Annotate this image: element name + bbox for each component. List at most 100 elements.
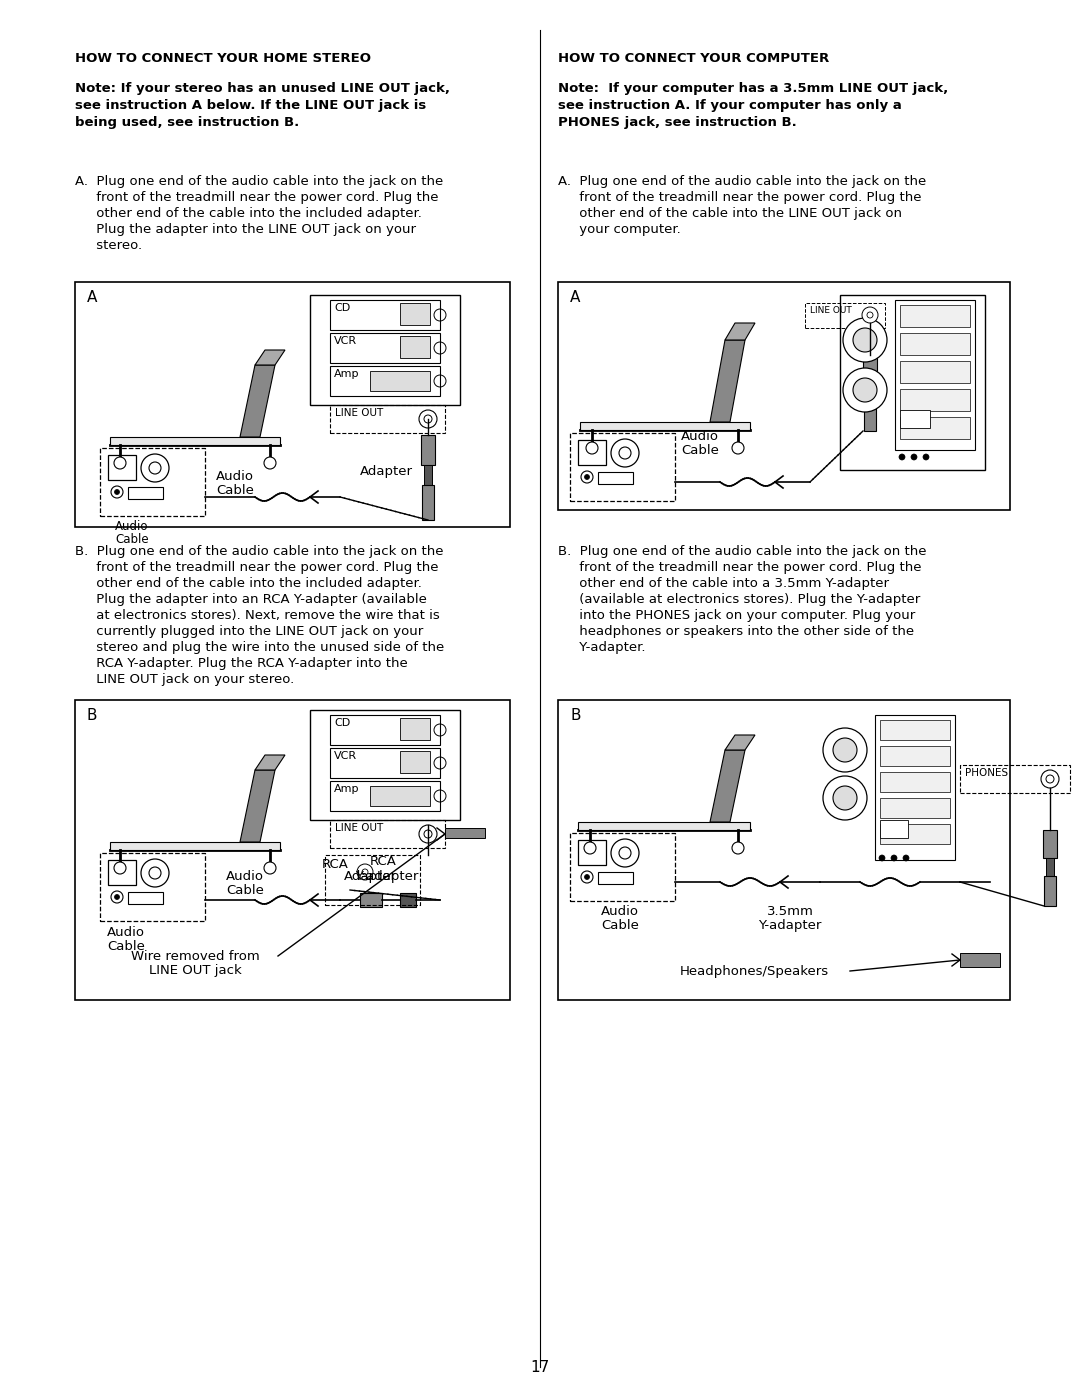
Text: other end of the cable into a 3.5mm Y-adapter: other end of the cable into a 3.5mm Y-ad… bbox=[558, 577, 889, 590]
Ellipse shape bbox=[843, 319, 887, 362]
Text: Note:  If your computer has a 3.5mm LINE OUT jack,
see instruction A. If your co: Note: If your computer has a 3.5mm LINE … bbox=[558, 82, 948, 129]
Ellipse shape bbox=[419, 409, 437, 427]
Ellipse shape bbox=[419, 826, 437, 842]
Text: PHONES: PHONES bbox=[966, 768, 1008, 778]
FancyBboxPatch shape bbox=[421, 434, 435, 465]
Text: Headphones/Speakers: Headphones/Speakers bbox=[680, 965, 829, 978]
Ellipse shape bbox=[111, 486, 123, 497]
Text: other end of the cable into the LINE OUT jack on: other end of the cable into the LINE OUT… bbox=[558, 207, 902, 219]
Text: LINE OUT: LINE OUT bbox=[810, 306, 852, 314]
Ellipse shape bbox=[611, 439, 639, 467]
Text: into the PHONES jack on your computer. Plug your: into the PHONES jack on your computer. P… bbox=[558, 609, 915, 622]
FancyBboxPatch shape bbox=[400, 718, 430, 740]
Text: Audio: Audio bbox=[114, 520, 149, 534]
FancyBboxPatch shape bbox=[866, 383, 874, 401]
FancyBboxPatch shape bbox=[310, 710, 460, 820]
Text: Adapter: Adapter bbox=[343, 870, 396, 883]
Text: Plug the adapter into the LINE OUT jack on your: Plug the adapter into the LINE OUT jack … bbox=[75, 224, 416, 236]
Text: Cable: Cable bbox=[107, 940, 145, 953]
Ellipse shape bbox=[611, 840, 639, 868]
Text: other end of the cable into the included adapter.: other end of the cable into the included… bbox=[75, 207, 422, 219]
Ellipse shape bbox=[833, 787, 858, 810]
Text: Amp: Amp bbox=[334, 369, 360, 379]
Text: Cable: Cable bbox=[602, 919, 639, 932]
Ellipse shape bbox=[853, 328, 877, 352]
Ellipse shape bbox=[141, 859, 168, 887]
Text: 17: 17 bbox=[530, 1361, 550, 1375]
Ellipse shape bbox=[853, 379, 877, 402]
FancyBboxPatch shape bbox=[330, 300, 440, 330]
FancyBboxPatch shape bbox=[598, 472, 633, 483]
Text: Wire removed from: Wire removed from bbox=[131, 950, 259, 963]
FancyBboxPatch shape bbox=[1044, 876, 1056, 907]
Ellipse shape bbox=[581, 870, 593, 883]
Ellipse shape bbox=[424, 830, 432, 838]
FancyBboxPatch shape bbox=[129, 488, 163, 499]
Ellipse shape bbox=[141, 454, 168, 482]
Polygon shape bbox=[710, 750, 745, 821]
Polygon shape bbox=[725, 735, 755, 750]
FancyBboxPatch shape bbox=[370, 787, 430, 806]
Text: CD: CD bbox=[334, 718, 350, 728]
FancyBboxPatch shape bbox=[900, 388, 970, 411]
Text: VCR: VCR bbox=[334, 337, 357, 346]
FancyBboxPatch shape bbox=[400, 303, 430, 326]
Text: VCR: VCR bbox=[334, 752, 357, 761]
FancyBboxPatch shape bbox=[900, 360, 970, 383]
Ellipse shape bbox=[584, 475, 590, 479]
Ellipse shape bbox=[903, 855, 909, 861]
Text: stereo and plug the wire into the unused side of the: stereo and plug the wire into the unused… bbox=[75, 641, 444, 654]
FancyBboxPatch shape bbox=[400, 752, 430, 773]
Ellipse shape bbox=[899, 454, 905, 460]
FancyBboxPatch shape bbox=[360, 893, 382, 907]
Text: A: A bbox=[570, 291, 580, 305]
Polygon shape bbox=[255, 754, 285, 770]
FancyBboxPatch shape bbox=[880, 820, 908, 838]
FancyBboxPatch shape bbox=[900, 305, 970, 327]
FancyBboxPatch shape bbox=[863, 355, 877, 383]
Text: headphones or speakers into the other side of the: headphones or speakers into the other si… bbox=[558, 624, 914, 638]
Ellipse shape bbox=[732, 842, 744, 854]
Text: CD: CD bbox=[334, 303, 350, 313]
FancyBboxPatch shape bbox=[558, 282, 1010, 510]
Ellipse shape bbox=[114, 489, 120, 495]
Text: other end of the cable into the included adapter.: other end of the cable into the included… bbox=[75, 577, 422, 590]
Ellipse shape bbox=[264, 862, 276, 875]
FancyBboxPatch shape bbox=[900, 409, 930, 427]
FancyBboxPatch shape bbox=[840, 295, 985, 469]
Ellipse shape bbox=[912, 454, 917, 460]
Text: B: B bbox=[570, 708, 581, 724]
Ellipse shape bbox=[149, 462, 161, 474]
FancyBboxPatch shape bbox=[578, 840, 606, 865]
Text: LINE OUT: LINE OUT bbox=[335, 823, 383, 833]
Text: RCA: RCA bbox=[370, 855, 396, 868]
Ellipse shape bbox=[584, 875, 590, 880]
Text: front of the treadmill near the power cord. Plug the: front of the treadmill near the power co… bbox=[75, 562, 438, 574]
FancyBboxPatch shape bbox=[900, 416, 970, 439]
FancyBboxPatch shape bbox=[370, 372, 430, 391]
Text: LINE OUT jack: LINE OUT jack bbox=[149, 964, 241, 977]
Text: Y-adapter: Y-adapter bbox=[355, 870, 418, 883]
Ellipse shape bbox=[114, 457, 126, 469]
Text: stereo.: stereo. bbox=[75, 239, 143, 251]
FancyBboxPatch shape bbox=[424, 465, 432, 485]
Text: Cable: Cable bbox=[114, 534, 149, 546]
Ellipse shape bbox=[114, 894, 120, 900]
Text: Audio: Audio bbox=[107, 926, 145, 939]
FancyBboxPatch shape bbox=[330, 781, 440, 812]
Text: Audio: Audio bbox=[216, 469, 254, 483]
FancyBboxPatch shape bbox=[1047, 858, 1054, 876]
FancyBboxPatch shape bbox=[875, 715, 955, 861]
Text: Plug the adapter into an RCA Y-adapter (available: Plug the adapter into an RCA Y-adapter (… bbox=[75, 592, 427, 606]
FancyBboxPatch shape bbox=[578, 440, 606, 465]
Text: your computer.: your computer. bbox=[558, 224, 680, 236]
Text: front of the treadmill near the power cord. Plug the: front of the treadmill near the power co… bbox=[75, 191, 438, 204]
FancyBboxPatch shape bbox=[558, 700, 1010, 1000]
Text: front of the treadmill near the power cord. Plug the: front of the treadmill near the power co… bbox=[558, 562, 921, 574]
Ellipse shape bbox=[823, 728, 867, 773]
Text: A.  Plug one end of the audio cable into the jack on the: A. Plug one end of the audio cable into … bbox=[558, 175, 927, 189]
Text: Y-adapter.: Y-adapter. bbox=[558, 641, 646, 654]
FancyBboxPatch shape bbox=[400, 893, 416, 907]
FancyBboxPatch shape bbox=[598, 872, 633, 884]
Text: front of the treadmill near the power cord. Plug the: front of the treadmill near the power co… bbox=[558, 191, 921, 204]
